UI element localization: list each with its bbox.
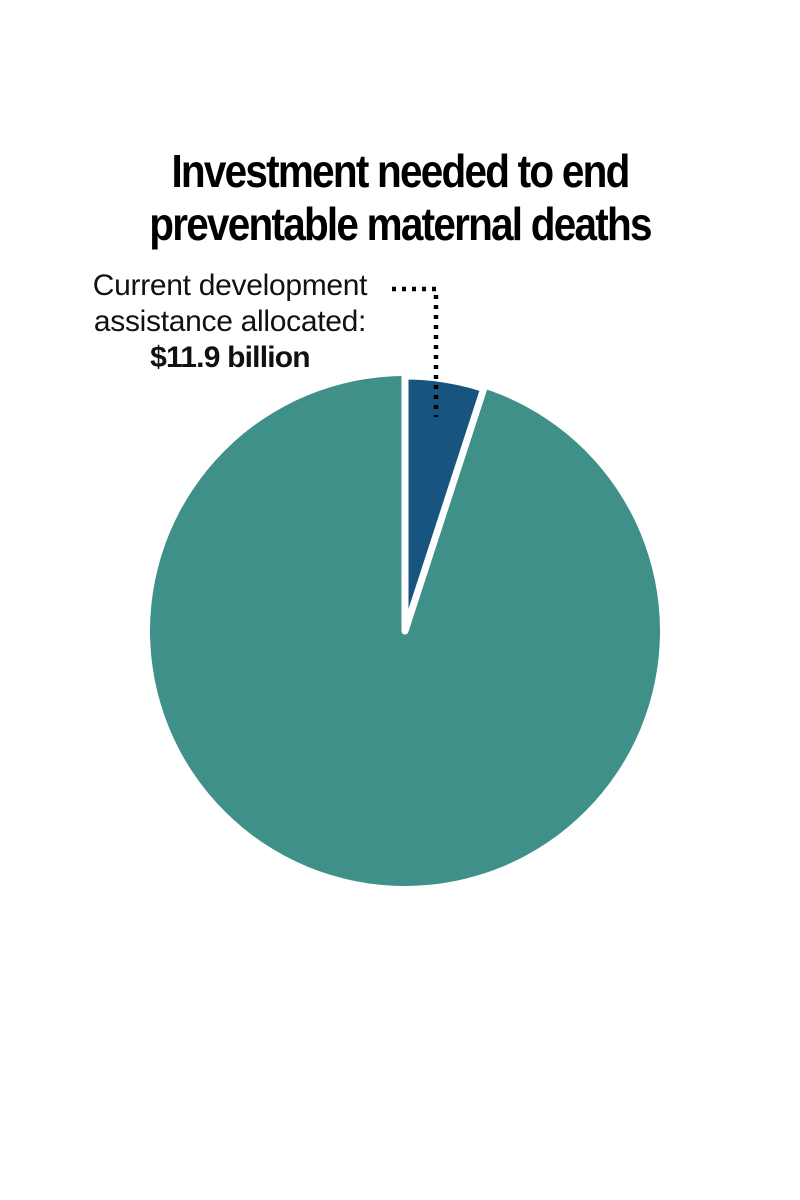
- leader-line: [392, 286, 439, 417]
- callout-value: $11.9 billion: [150, 341, 310, 374]
- slice-allocated: [401, 372, 488, 635]
- callout-line-2: assistance allocated:: [93, 305, 367, 338]
- callout-line-1: Current development: [92, 269, 368, 302]
- callout-label: Current development assistance allocated…: [50, 268, 410, 376]
- chart-title: Investment needed to end preventable mat…: [149, 145, 652, 250]
